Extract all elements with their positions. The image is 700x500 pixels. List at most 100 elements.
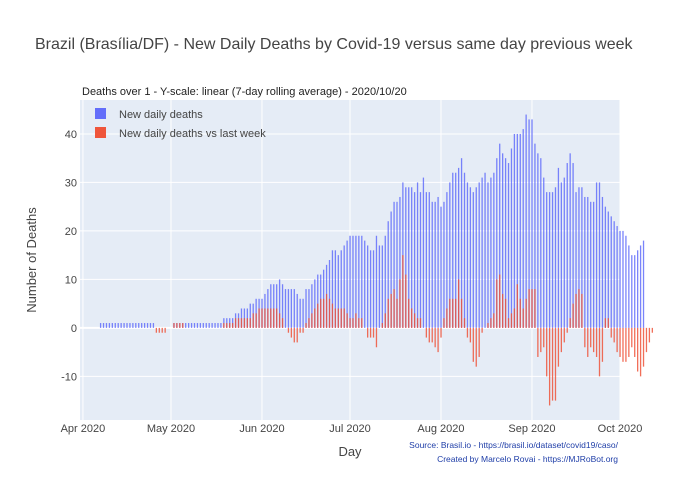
- bar-vs-last-week: [546, 327, 548, 377]
- bar-new-deaths: [566, 163, 568, 328]
- bar-vs-last-week: [648, 327, 651, 343]
- bar-new-deaths: [123, 323, 125, 328]
- bar-vs-last-week: [273, 308, 275, 328]
- y-tick-label: 10: [65, 274, 77, 286]
- bar-new-deaths: [311, 284, 313, 328]
- y-tick-label: 40: [65, 129, 77, 141]
- y-axis-title: Number of Deaths: [24, 207, 39, 313]
- bar-new-deaths: [622, 230, 624, 328]
- bar-vs-last-week: [642, 327, 645, 367]
- bar-vs-last-week: [507, 318, 510, 328]
- bar-new-deaths: [531, 119, 533, 328]
- bar-new-deaths: [211, 323, 213, 328]
- bar-new-deaths: [455, 172, 457, 328]
- bar-vs-last-week: [425, 327, 428, 338]
- bar-vs-last-week: [610, 327, 612, 338]
- bar-new-deaths: [428, 192, 430, 328]
- bar-vs-last-week: [616, 327, 618, 353]
- bar-vs-last-week: [510, 313, 513, 328]
- bar-new-deaths: [525, 114, 527, 328]
- bar-vs-last-week: [369, 327, 372, 338]
- bar-vs-last-week: [243, 318, 246, 328]
- bar-new-deaths: [249, 303, 251, 328]
- bar-new-deaths: [290, 289, 293, 328]
- bar-vs-last-week: [270, 308, 272, 328]
- bar-vs-last-week: [299, 327, 301, 333]
- bar-new-deaths: [214, 323, 216, 328]
- bar-vs-last-week: [155, 327, 158, 333]
- bar-vs-last-week: [408, 298, 410, 328]
- bar-new-deaths: [314, 279, 316, 328]
- bar-new-deaths: [499, 143, 501, 328]
- bar-new-deaths: [598, 182, 601, 328]
- bar-vs-last-week: [240, 318, 243, 328]
- bar-new-deaths: [205, 323, 207, 328]
- bar-new-deaths: [358, 235, 360, 328]
- bar-new-deaths: [463, 172, 466, 328]
- bar-vs-last-week: [375, 327, 378, 348]
- bar-vs-last-week: [493, 313, 495, 328]
- legend-label: New daily deaths: [119, 109, 203, 121]
- bar-new-deaths: [287, 289, 290, 328]
- bar-new-deaths: [220, 323, 222, 328]
- bar-vs-last-week: [249, 318, 251, 328]
- bar-new-deaths: [522, 129, 524, 328]
- bar-vs-last-week: [625, 327, 627, 362]
- bar-new-deaths: [296, 293, 298, 328]
- bar-new-deaths: [639, 245, 642, 328]
- bar-vs-last-week: [311, 313, 313, 328]
- bar-new-deaths: [185, 323, 187, 328]
- bar-new-deaths: [152, 323, 155, 328]
- x-tick-label: May 2020: [147, 423, 195, 435]
- bar-new-deaths: [308, 289, 310, 328]
- bar-vs-last-week: [258, 308, 260, 328]
- bar-new-deaths: [551, 192, 554, 328]
- bar-new-deaths: [466, 182, 469, 328]
- bar-new-deaths: [616, 226, 618, 328]
- bar-vs-last-week: [352, 318, 354, 328]
- bar-new-deaths: [581, 187, 583, 328]
- bar-vs-last-week: [314, 308, 316, 328]
- bar-vs-last-week: [475, 327, 477, 367]
- bar-new-deaths: [490, 177, 492, 328]
- bar-new-deaths: [273, 284, 275, 328]
- bar-vs-last-week: [504, 298, 507, 328]
- bar-vs-last-week: [440, 327, 442, 338]
- bar-vs-last-week: [346, 313, 348, 328]
- bar-new-deaths: [543, 177, 545, 328]
- bar-new-deaths: [519, 133, 521, 328]
- bar-vs-last-week: [446, 308, 448, 328]
- bar-vs-last-week: [490, 318, 492, 328]
- bar-new-deaths: [193, 323, 196, 328]
- source-credit[interactable]: Source: Brasil.io - https://brasil.io/da…: [409, 440, 618, 450]
- author-credit[interactable]: Created by Marcelo Rovai - https://MJRoB…: [437, 454, 618, 464]
- bar-vs-last-week: [537, 327, 539, 357]
- bar-vs-last-week: [460, 298, 463, 328]
- bar-vs-last-week: [469, 327, 472, 343]
- bar-new-deaths: [452, 172, 454, 328]
- bar-new-deaths: [504, 158, 507, 328]
- bar-vs-last-week: [402, 255, 404, 328]
- bar-new-deaths: [120, 323, 122, 328]
- bar-new-deaths: [613, 221, 615, 328]
- bar-vs-last-week: [513, 308, 516, 328]
- bar-vs-last-week: [584, 327, 586, 348]
- bar-vs-last-week: [405, 274, 407, 328]
- bar-vs-last-week: [246, 318, 248, 328]
- bar-vs-last-week: [566, 327, 568, 333]
- bar-vs-last-week: [340, 308, 342, 328]
- bar-vs-last-week: [639, 327, 642, 377]
- bar-new-deaths: [276, 284, 278, 328]
- bar-vs-last-week: [390, 293, 392, 328]
- bar-vs-last-week: [563, 327, 565, 343]
- bar-vs-last-week: [575, 293, 577, 328]
- bar-vs-last-week: [560, 327, 563, 353]
- bar-new-deaths: [132, 323, 134, 328]
- bar-new-deaths: [569, 153, 571, 328]
- bar-vs-last-week: [522, 308, 524, 328]
- bar-vs-last-week: [496, 279, 498, 328]
- bar-vs-last-week: [487, 323, 489, 328]
- bar-vs-last-week: [499, 274, 501, 328]
- bar-vs-last-week: [264, 308, 266, 328]
- bar-new-deaths: [393, 201, 395, 328]
